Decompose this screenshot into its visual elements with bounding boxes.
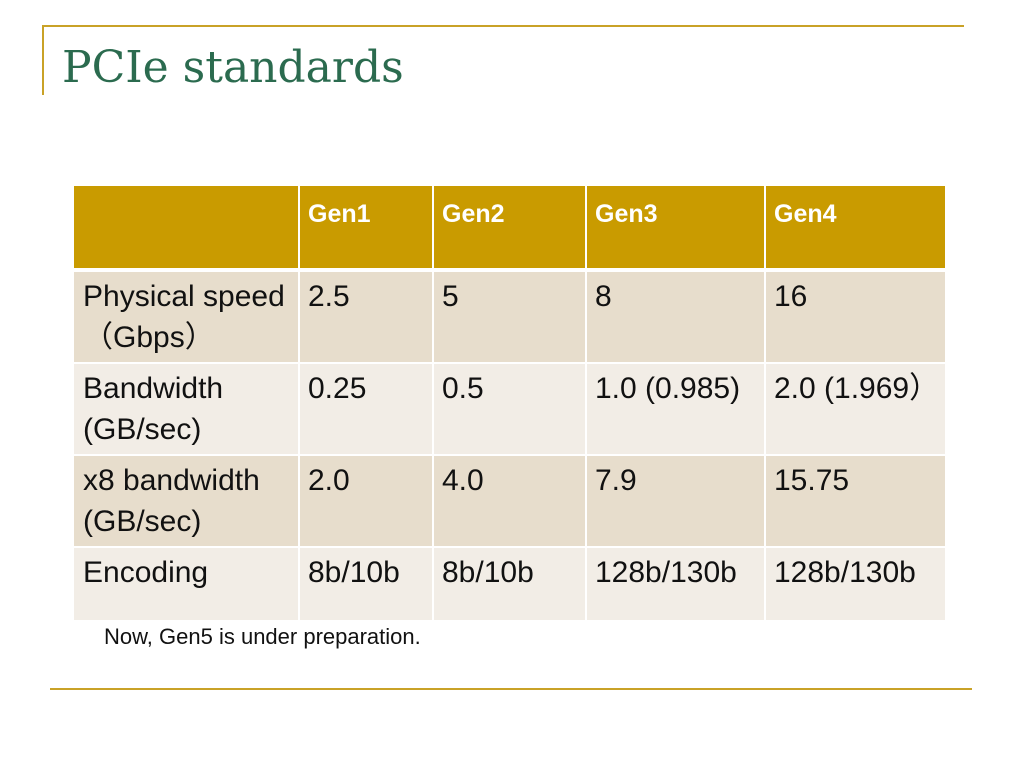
table-cell: 2.5: [298, 269, 434, 364]
table-row-physical-speed: Physical speed（Gbps） 2.5 5 8 16: [72, 269, 947, 364]
row-label-bandwidth: Bandwidth (GB/sec): [72, 362, 300, 456]
table-cell: 15.75: [764, 454, 947, 548]
column-header-gen2: Gen2: [432, 184, 587, 272]
row-label-encoding: Encoding: [72, 546, 300, 622]
column-header-gen4: Gen4: [764, 184, 947, 272]
row-label-physical-speed: Physical speed（Gbps）: [72, 269, 300, 364]
table-row-encoding: Encoding 8b/10b 8b/10b 128b/130b 128b/13…: [72, 546, 947, 622]
table-cell: 8b/10b: [432, 546, 587, 622]
footnote: Now, Gen5 is under preparation.: [104, 624, 421, 649]
pcie-spec-table: Gen1 Gen2 Gen3 Gen4 Physical speed（Gbps）…: [72, 184, 947, 622]
table-cell: 128b/130b: [764, 546, 947, 622]
title-rule-top: [44, 25, 964, 27]
table-cell: 8b/10b: [298, 546, 434, 622]
table-cell: 2.0: [298, 454, 434, 548]
table-row-bandwidth: Bandwidth (GB/sec) 0.25 0.5 1.0 (0.985) …: [72, 362, 947, 456]
column-header-gen1: Gen1: [298, 184, 434, 272]
table-cell: 0.25: [298, 362, 434, 456]
table-corner-cell: [72, 184, 300, 272]
table-cell: 1.0 (0.985): [585, 362, 766, 456]
table-row-x8-bandwidth: x8 bandwidth (GB/sec) 2.0 4.0 7.9 15.75: [72, 454, 947, 548]
row-label-x8-bandwidth: x8 bandwidth (GB/sec): [72, 454, 300, 548]
title-rule-left: [42, 25, 44, 95]
table-header-row: Gen1 Gen2 Gen3 Gen4: [72, 184, 947, 272]
table-cell: 4.0: [432, 454, 587, 548]
table-cell: 8: [585, 269, 766, 364]
column-header-gen3: Gen3: [585, 184, 766, 272]
table-cell: 2.0 (1.969）: [764, 362, 947, 456]
table-cell: 5: [432, 269, 587, 364]
slide-title: PCIe standards: [62, 42, 404, 93]
table-cell: 128b/130b: [585, 546, 766, 622]
table-cell: 0.5: [432, 362, 587, 456]
bottom-rule: [50, 688, 972, 690]
table-cell: 16: [764, 269, 947, 364]
table-cell: 7.9: [585, 454, 766, 548]
